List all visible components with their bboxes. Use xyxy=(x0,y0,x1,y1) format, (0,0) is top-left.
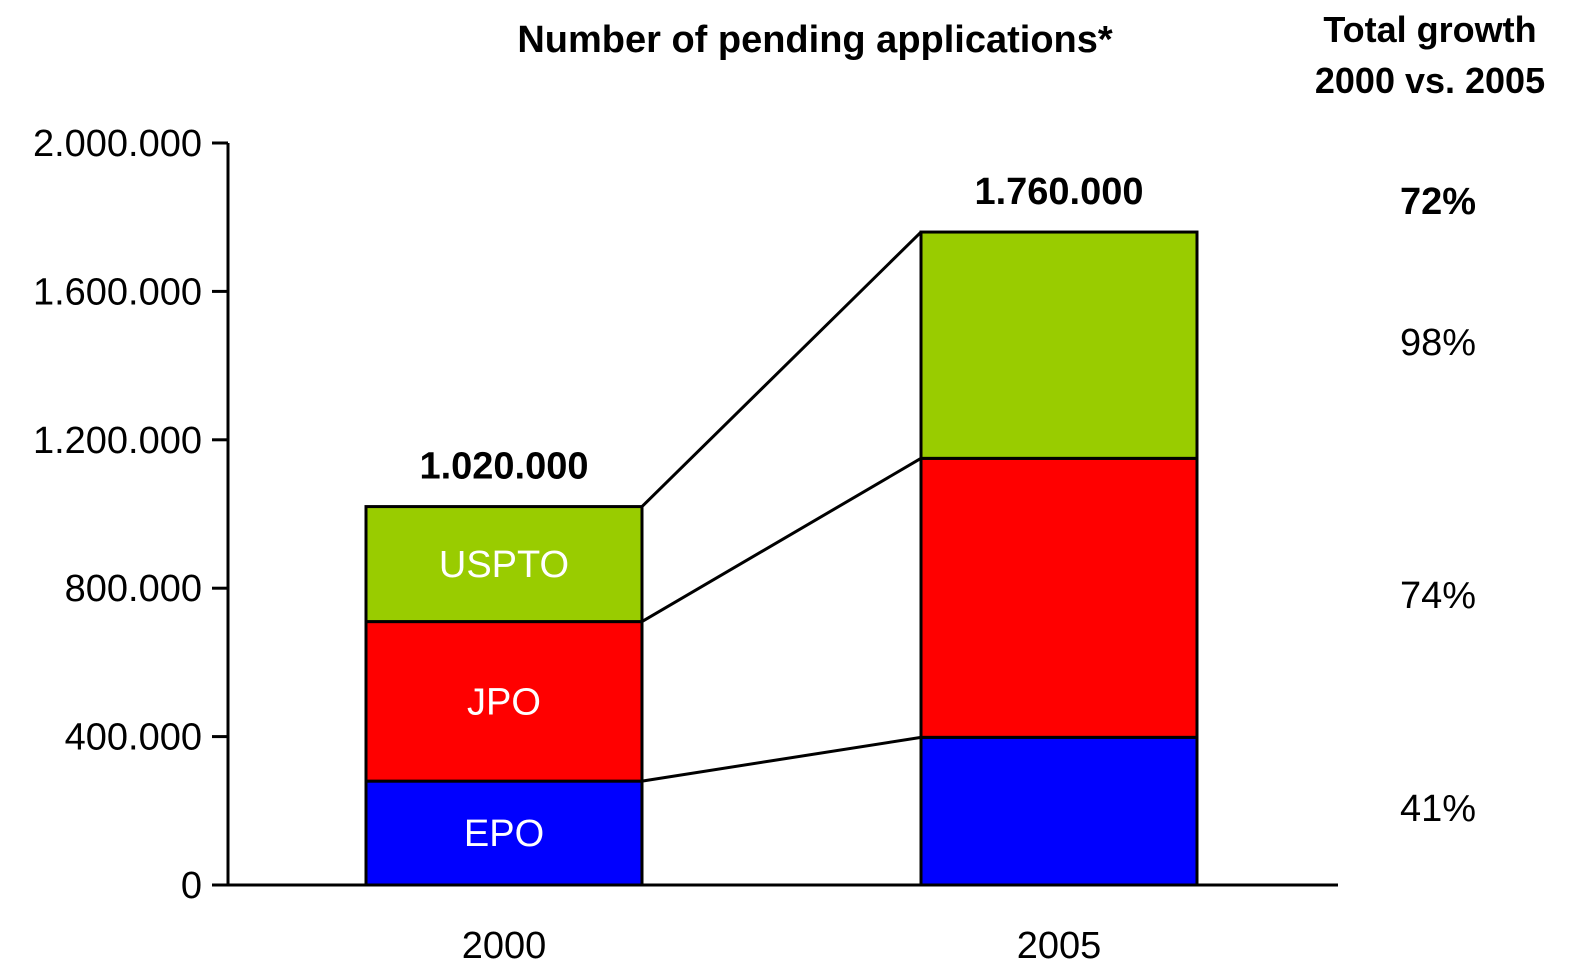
connector-line-1 xyxy=(641,735,922,783)
bar-segment-uspto-2005 xyxy=(919,230,1199,460)
growth-title-line-1: Total growth xyxy=(1323,9,1536,50)
segment-label-epo: EPO xyxy=(464,813,544,855)
segment-label-jpo: JPO xyxy=(467,681,541,723)
y-tick-label: 400.000 xyxy=(65,717,202,759)
bar-segment-epo-2000 xyxy=(364,779,644,887)
x-tick-label-2005: 2005 xyxy=(1017,925,1102,967)
y-tick-label: 1.600.000 xyxy=(33,271,202,313)
bar-segment-epo-2005 xyxy=(919,735,1199,887)
bar-segment-jpo-2005 xyxy=(919,456,1199,739)
bar-total-label-2005: 1.760.000 xyxy=(974,171,1143,213)
y-tick-label: 0 xyxy=(181,865,202,907)
growth-value-epo: 41% xyxy=(1400,788,1476,830)
y-tick-label: 2.000.000 xyxy=(33,123,202,165)
growth-value-jpo: 74% xyxy=(1400,575,1476,617)
connector-line-3 xyxy=(640,230,923,508)
bar-total-label-2000: 1.020.000 xyxy=(419,446,588,488)
plot-area: 0 400.000 800.000 1.200.000 1.600.000 2.000.0… xyxy=(33,123,1476,967)
y-tick-label: 1.200.000 xyxy=(33,420,202,462)
chart-title: Number of pending applications* xyxy=(517,19,1113,61)
segment-label-uspto: USPTO xyxy=(439,544,569,586)
bar-segment-jpo-2000 xyxy=(364,620,644,783)
x-tick-label-2000: 2000 xyxy=(462,925,547,967)
y-tick-label: 800.000 xyxy=(65,568,202,610)
growth-total-value: 72% xyxy=(1400,181,1476,223)
growth-value-uspto: 98% xyxy=(1400,322,1476,364)
bar-segment-uspto-2000 xyxy=(364,505,644,624)
growth-title-line-2: 2000 vs. 2005 xyxy=(1315,60,1545,101)
connector-line-2 xyxy=(641,457,922,623)
